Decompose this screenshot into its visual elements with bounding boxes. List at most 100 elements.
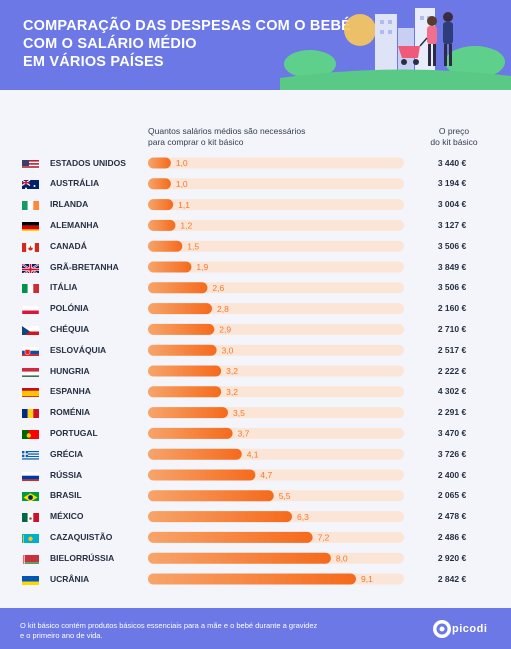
country-label: MÉXICO [50, 511, 84, 522]
ua-flag-icon [22, 574, 39, 585]
bar-value-label: 3,2 [226, 387, 238, 397]
price-label: 2 222 € [437, 365, 467, 376]
bar-value-label: 1,0 [176, 158, 188, 168]
bar-track [148, 199, 404, 211]
bar-3 [148, 199, 174, 211]
country-label: PORTUGAL [50, 427, 98, 438]
country-label: ESPANHA [50, 386, 91, 397]
price-label: 3 726 € [437, 448, 467, 459]
kz-flag-icon [22, 532, 39, 543]
bar-21 [148, 573, 356, 585]
country-label: CANADÁ [50, 240, 87, 251]
bar-value-label: 1,2 [180, 221, 192, 231]
bar-9 [148, 323, 215, 335]
bar-value-label: 2,8 [217, 304, 229, 314]
bar-value-label: 3,2 [226, 366, 238, 376]
bar-value-label: 1,5 [187, 241, 199, 251]
bar-10 [148, 344, 217, 356]
bar-column-header: Quantos salários médios são necessários … [148, 126, 348, 147]
price-label: 3 470 € [437, 427, 467, 438]
bar-track [148, 178, 404, 190]
country-label: CAZAQUISTÃO [50, 531, 113, 542]
bar-track [148, 303, 404, 315]
country-label: ESLOVÁQUIA [50, 344, 107, 355]
bar-8 [148, 303, 212, 315]
bar-7 [148, 282, 208, 294]
bar-1 [148, 157, 171, 169]
us-flag-icon [22, 158, 39, 169]
bar-track [148, 282, 404, 294]
de-flag-icon [22, 220, 39, 231]
price-label: 2 160 € [437, 303, 467, 314]
bar-value-label: 3,5 [233, 408, 245, 418]
bar-value-label: 3,0 [222, 345, 234, 355]
picodi-logo-text: picodi [452, 623, 488, 635]
bar-2 [148, 178, 171, 190]
bar-track [148, 157, 404, 169]
country-label: RÚSSIA [50, 469, 83, 480]
bar-value-label: 9,1 [361, 574, 373, 584]
bar-5 [148, 240, 183, 252]
it-flag-icon [22, 282, 39, 294]
br-flag-icon [22, 490, 39, 502]
ca-flag-icon [22, 241, 39, 252]
bar-track [148, 219, 404, 231]
country-label: ALEMANHA [50, 219, 99, 230]
bar-column-header-line-1: Quantos salários médios são necessários [148, 126, 306, 136]
price-column-header-line-1: O preço [438, 126, 470, 136]
country-label: POLÓNIA [50, 303, 89, 314]
price-label: 2 920 € [437, 552, 467, 563]
mx-flag-icon [22, 511, 39, 523]
bar-4 [148, 219, 176, 231]
country-label: HUNGRIA [50, 365, 90, 376]
gr-flag-icon [22, 449, 39, 460]
bar-value-label: 5,5 [279, 491, 291, 501]
bar-value-label: 2,9 [219, 325, 231, 335]
title-line-3: EM VÁRIOS PAÍSES [23, 54, 164, 70]
price-label: 2 400 € [437, 469, 467, 480]
au-flag-icon [22, 178, 39, 190]
bar-13 [148, 407, 228, 419]
bar-track [148, 261, 404, 273]
bar-track [148, 240, 404, 252]
gb-flag-icon [22, 262, 39, 273]
country-label: AUSTRÁLIA [50, 178, 100, 189]
es-flag-icon [22, 386, 39, 398]
bar-16 [148, 469, 256, 481]
price-label: 2 291 € [437, 407, 467, 418]
footer-note-line-1: O kit básico contém produtos básicos ess… [20, 621, 318, 630]
title-line-2: COM O SALÁRIO MÉDIO [23, 36, 197, 52]
footer-note-line-2: e o primeiro ano de vida. [20, 631, 103, 640]
country-label: ROMÉNIA [50, 407, 91, 418]
price-label: 3 506 € [437, 282, 467, 293]
price-label: 4 302 € [437, 386, 467, 397]
cz-flag-icon [22, 324, 39, 335]
price-column-header: O preço do kit básico [419, 126, 489, 147]
country-label: GRÃ-BRETANHA [50, 261, 119, 272]
bar-value-label: 7,2 [318, 533, 330, 543]
bar-value-label: 2,6 [212, 283, 224, 293]
by-flag-icon [22, 553, 39, 564]
family-illustration [280, 8, 511, 90]
page-title: COMPARAÇÃO DAS DESPESAS COM O BEBÉ COM O… [23, 17, 353, 71]
bar-12 [148, 386, 222, 398]
title-line-1: COMPARAÇÃO DAS DESPESAS COM O BEBÉ [23, 18, 351, 34]
bar-19 [148, 531, 313, 543]
bar-18 [148, 511, 292, 523]
price-label: 3 127 € [437, 219, 467, 230]
bar-value-label: 1,0 [176, 179, 188, 189]
price-label: 3 506 € [437, 240, 467, 251]
price-label: 2 478 € [437, 511, 467, 522]
bar-14 [148, 427, 233, 439]
price-label: 3 849 € [437, 261, 467, 272]
price-label: 3 194 € [437, 178, 467, 189]
country-label: ESTADOS UNIDOS [50, 157, 126, 168]
bar-value-label: 1,9 [196, 262, 208, 272]
country-label: BRASIL [50, 490, 82, 501]
bar-6 [148, 261, 192, 273]
header-banner: COMPARAÇÃO DAS DESPESAS COM O BEBÉ COM O… [0, 0, 511, 90]
price-label: 2 710 € [437, 323, 467, 334]
bar-20 [148, 552, 331, 564]
country-label: BIELORRÚSSIA [50, 552, 115, 563]
